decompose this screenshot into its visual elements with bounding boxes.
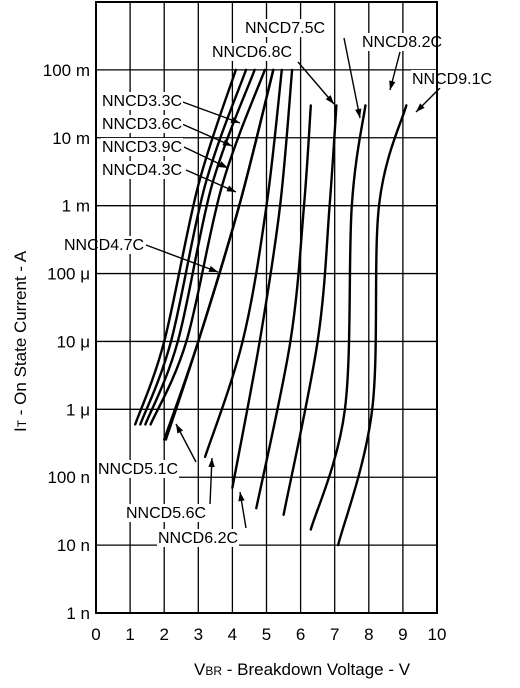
- curve-nncd3-9c: [144, 68, 256, 426]
- series-labels: NNCD3.3C NNCD3.6C NNCD3.9C NNCD4.3C NNCD4.7C…: [63, 19, 494, 547]
- y-tick-label: 10 μ: [57, 332, 90, 351]
- x-tick-label: 9: [398, 625, 407, 644]
- label-bg-nncd3-3c: [101, 92, 184, 110]
- x-tick-label: 3: [194, 625, 203, 644]
- leader-nncd4-7c: [145, 244, 219, 273]
- x-tick-label: 4: [228, 625, 237, 644]
- arrowhead-nncd4-7c: [208, 265, 218, 272]
- leader-nncd3-6c: [181, 123, 233, 147]
- leader-nncd7-5c: [343, 37, 361, 119]
- arrowhead-nncd9-1c: [416, 103, 425, 112]
- series-label-nncd6-8c: NNCD6.8C: [212, 44, 292, 61]
- label-bg-nncd3-9c: [101, 138, 184, 156]
- curve-nncd5-6c: [203, 68, 283, 458]
- curve-nncd6-2c: [231, 68, 294, 489]
- curve-nncd3-6c: [139, 68, 248, 426]
- arrowhead-nncd3-6c: [222, 139, 232, 146]
- y-tick-label: 1 m: [62, 197, 90, 216]
- x-tick-label: 10: [428, 625, 447, 644]
- y-axis-title: IT - On State Current - A: [11, 250, 30, 432]
- y-tick-label: 100 μ: [47, 265, 90, 284]
- arrowhead-nncd8-2c: [389, 80, 396, 90]
- label-bg-nncd4-7c: [63, 236, 146, 254]
- series-label-nncd5-1c: NNCD5.1C: [98, 461, 178, 478]
- leader-nncd4-3c: [185, 169, 237, 193]
- y-tick-label: 1 n: [66, 604, 90, 623]
- y-tick-label: 10 n: [57, 536, 90, 555]
- x-tick-label: 6: [296, 625, 305, 644]
- label-bg-nncd9-1c: [411, 70, 494, 88]
- y-tick-label: 100 m: [43, 61, 90, 80]
- curves: [134, 68, 408, 547]
- y-tick-label: 100 n: [47, 468, 90, 487]
- label-bg-nncd8-2c: [361, 33, 444, 51]
- label-bg-nncd7-5c: [244, 19, 327, 37]
- tick-labels: 0 1 2 3 4 5 6 7 8 9 10 1 n 10 n 100 n 1 μ 10 μ 100 μ 1 m 1…: [43, 61, 447, 644]
- curve-nncd9-1c: [336, 104, 408, 547]
- x-tick-label: 1: [125, 625, 134, 644]
- series-label-nncd6-2c: NNCD6.2C: [158, 530, 238, 547]
- label-bg-nncd5-1c: [97, 460, 180, 478]
- curve-nncd6-8c: [255, 104, 312, 510]
- plot-frame: [95, 1, 438, 614]
- arrowhead-nncd7-5c: [355, 108, 362, 118]
- arrowhead-nncd5-6c: [208, 458, 215, 468]
- series-label-nncd9-1c: NNCD9.1C: [412, 71, 492, 88]
- x-tick-label: 2: [159, 625, 168, 644]
- x-axis-title: VBR - Breakdown Voltage - V: [194, 660, 411, 679]
- arrowhead-nncd5-1c: [176, 424, 184, 434]
- label-bg-nncd5-6c: [125, 504, 208, 522]
- arrowhead-nncd3-9c: [218, 161, 228, 168]
- label-bg-nncd6-8c: [211, 43, 294, 61]
- leader-nncd3-3c: [179, 100, 241, 124]
- series-label-nncd4-3c: NNCD4.3C: [102, 162, 182, 179]
- curve-nncd8-2c: [309, 104, 367, 531]
- curve-nncd7-5c: [282, 104, 338, 516]
- leader-nncd6-8c: [297, 61, 335, 105]
- label-bg-nncd6-2c: [157, 529, 240, 547]
- curve-nncd4-3c: [149, 68, 266, 426]
- arrowhead-nncd4-3c: [226, 185, 236, 192]
- series-label-nncd4-7c: NNCD4.7C: [64, 237, 144, 254]
- x-tick-label: 7: [330, 625, 339, 644]
- series-label-nncd3-6c: NNCD3.6C: [102, 116, 182, 133]
- arrowhead-nncd6-8c: [325, 95, 334, 104]
- label-bg-nncd4-3c: [101, 161, 184, 179]
- y-tick-label: 10 m: [52, 129, 90, 148]
- label-bg-nncd3-6c: [101, 115, 184, 133]
- series-label-nncd3-9c: NNCD3.9C: [102, 139, 182, 156]
- series-label-nncd8-2c: NNCD8.2C: [362, 34, 442, 51]
- arrowhead-nncd3-3c: [230, 116, 240, 123]
- x-tick-label: 5: [262, 625, 271, 644]
- series-label-nncd7-5c: NNCD7.5C: [245, 20, 325, 37]
- series-label-nncd5-6c: NNCD5.6C: [126, 505, 206, 522]
- x-tick-label: 8: [364, 625, 373, 644]
- x-tick-label: 0: [91, 625, 100, 644]
- y-tick-label: 1 μ: [66, 400, 90, 419]
- series-label-nncd3-3c: NNCD3.3C: [102, 93, 182, 110]
- arrowhead-nncd6-2c: [238, 492, 245, 502]
- curve-nncd5-1c: [164, 68, 275, 441]
